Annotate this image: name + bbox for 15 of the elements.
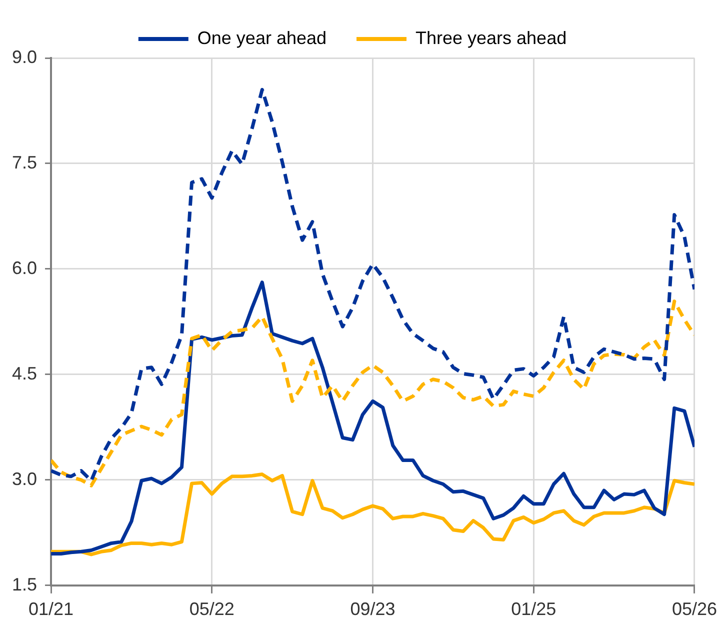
x-tick-label: 09/23 bbox=[350, 599, 396, 620]
y-tick-label: 1.5 bbox=[12, 574, 38, 594]
y-tick-label: 6.0 bbox=[12, 258, 38, 278]
x-tick-label: 01/25 bbox=[511, 599, 556, 620]
x-tick-label: 01/21 bbox=[28, 599, 74, 620]
y-tick-label: 9.0 bbox=[12, 46, 38, 67]
y-tick-label: 7.5 bbox=[12, 152, 38, 172]
line-series bbox=[51, 88, 694, 482]
y-tick-label: 3.0 bbox=[12, 468, 38, 489]
legend-label: Three years ahead bbox=[416, 28, 567, 48]
y-tick-label: 4.5 bbox=[12, 363, 38, 384]
legend-label: One year ahead bbox=[197, 28, 326, 48]
x-tick-label: 05/22 bbox=[189, 599, 234, 620]
x-tick-label: 05/26 bbox=[672, 599, 717, 620]
line-series bbox=[51, 300, 694, 488]
